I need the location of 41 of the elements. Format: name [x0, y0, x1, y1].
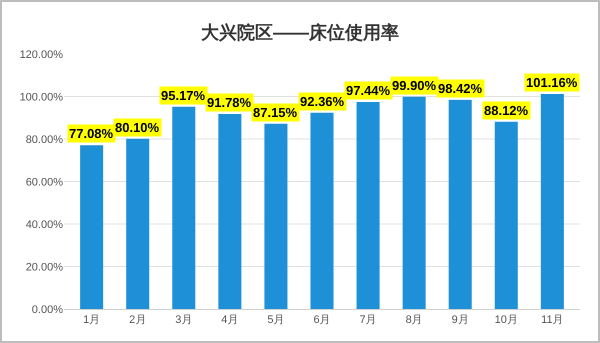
data-label: 80.10% [115, 120, 160, 135]
y-tick-label: 100.00% [20, 91, 64, 104]
data-label: 77.08% [69, 126, 114, 141]
x-tick-label: 2月 [129, 314, 146, 326]
y-tick-label: 60.00% [26, 176, 64, 188]
data-label: 97.44% [346, 83, 391, 98]
x-tick-label: 10月 [494, 314, 518, 326]
data-label: 98.42% [438, 81, 483, 96]
x-tick-label: 8月 [406, 314, 423, 326]
data-label: 95.17% [161, 88, 206, 103]
y-tick-label: 20.00% [26, 261, 64, 274]
y-tick-label: 120.00% [20, 48, 64, 61]
x-tick-label: 9月 [452, 314, 469, 326]
bar [448, 100, 472, 309]
y-tick-label: 80.00% [26, 134, 64, 146]
chart-title: 大兴院区——床位使用率 [200, 22, 399, 42]
data-label: 101.16% [526, 75, 578, 90]
data-label: 88.12% [484, 103, 529, 118]
bar [264, 124, 288, 309]
x-tick-label: 7月 [360, 314, 377, 326]
bar [356, 102, 380, 309]
data-label: 92.36% [300, 94, 345, 109]
data-label: 87.15% [253, 105, 298, 120]
x-tick-label: 3月 [175, 314, 192, 326]
data-label: 99.90% [392, 78, 437, 93]
bar [218, 114, 242, 309]
bar [402, 96, 426, 309]
x-tick-label: 5月 [267, 314, 284, 326]
x-tick-label: 6月 [313, 314, 331, 326]
y-tick-label: 40.00% [26, 218, 64, 231]
bar [80, 145, 104, 309]
x-tick-label: 1月 [83, 314, 100, 326]
bar [172, 106, 196, 309]
y-tick-label: 0.00% [32, 304, 64, 316]
x-tick-label: 4月 [221, 314, 238, 326]
bar [126, 138, 150, 309]
bar [540, 94, 564, 309]
data-label: 91.78% [207, 95, 252, 110]
bar [310, 112, 334, 309]
bar [494, 122, 518, 309]
x-tick-label: 11月 [541, 314, 564, 326]
